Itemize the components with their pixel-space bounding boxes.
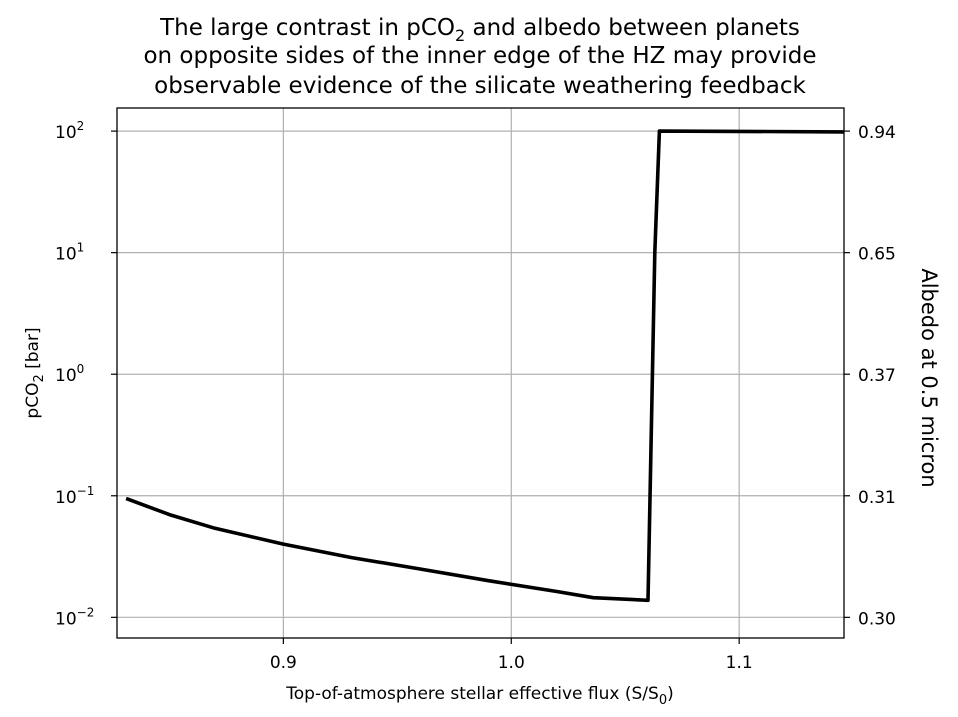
plot-frame [116,107,845,639]
x-axis-label: Top-of-atmosphere stellar effective flux… [285,684,673,708]
y2-tick-label: 0.37 [858,366,896,386]
x-tick-label: 1.1 [726,653,753,673]
y2-axis-ticks: 0.94 0.65 0.37 0.31 0.30 [844,123,896,629]
x-tick-label: 0.9 [270,653,297,673]
y-tick-label: 10−1 [55,484,94,508]
y2-tick-label: 0.30 [858,609,896,629]
series-layer [125,129,845,603]
x-tick-label: 1.0 [498,653,525,673]
chart-title-line-3: observable evidence of the silicate weat… [154,73,806,99]
y2-tick-label: 0.65 [858,245,896,265]
chart-title-line-1: The large contrast in pCO2 and albedo be… [159,15,800,45]
y-tick-label: 102 [55,119,84,143]
y-axis-label: pCO2 [bar] [23,327,47,418]
y-tick-label: 101 [55,241,84,265]
series-line-pco2 [125,129,845,603]
y2-tick-label: 0.31 [858,488,896,508]
y-tick-label: 10−2 [55,605,94,629]
y2-axis-label: Albedo at 0.5 micron [917,268,941,487]
y-tick-label: 100 [55,362,84,386]
chart-title-line-2: on opposite sides of the inner edge of t… [143,43,816,69]
y-axis-ticks: 102 101 100 10−1 10−2 [55,119,117,629]
gridlines [117,108,844,638]
y2-tick-label: 0.94 [858,123,896,143]
x-axis-ticks: 0.9 1.0 1.1 [270,638,753,673]
